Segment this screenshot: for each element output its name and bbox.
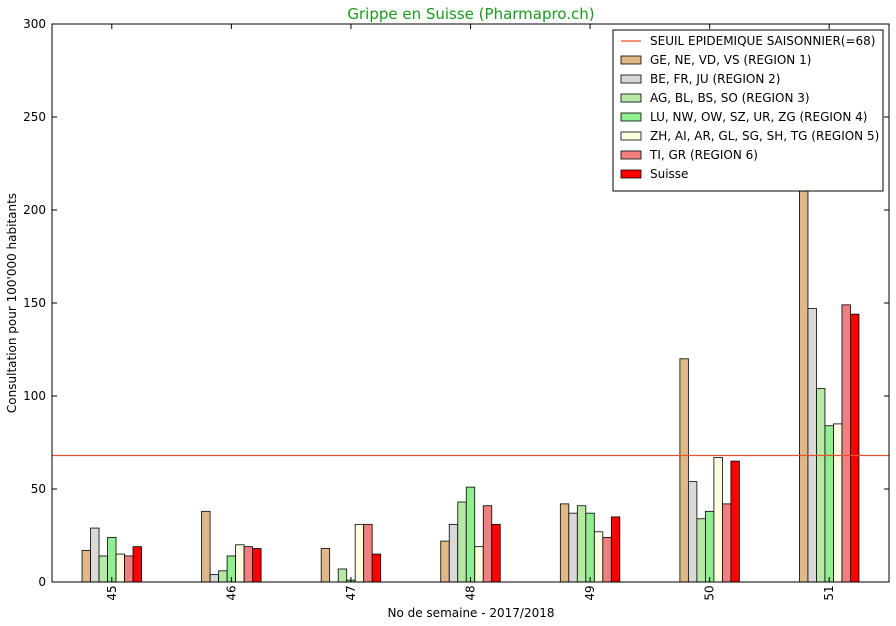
- legend-swatch-1: [620, 55, 642, 65]
- legend-swatch-4: [620, 112, 642, 122]
- bar-series-6-week-47: [363, 523, 373, 583]
- bar-series-7-week-46: [252, 548, 262, 583]
- x-tick-label: 45: [105, 585, 119, 600]
- bar-series-1-week-46: [201, 510, 211, 583]
- bar-series-6-week-48: [482, 505, 493, 583]
- legend-swatch-5: [620, 131, 642, 141]
- x-tick-label: 51: [822, 585, 836, 600]
- legend-label-4: LU, NW, OW, SZ, UR, ZG (REGION 4): [650, 110, 867, 124]
- y-tick-label: 300: [23, 17, 46, 31]
- bar-series-5-week-50: [713, 456, 723, 583]
- bar-series-5-week-45: [115, 553, 125, 583]
- bar-series-3-week-48: [457, 501, 467, 583]
- y-tick-label: 200: [23, 203, 46, 217]
- bar-series-2-week-48: [448, 523, 459, 583]
- bar-series-6-week-51: [841, 304, 851, 583]
- bar-series-3-week-46: [218, 570, 228, 583]
- legend-label-7: Suisse: [650, 167, 688, 181]
- bar-series-1-week-50: [679, 358, 689, 583]
- legend-swatch-7: [620, 169, 642, 179]
- bar-series-4-week-50: [704, 510, 715, 583]
- legend-label-1: GE, NE, VD, VS (REGION 1): [650, 53, 811, 67]
- bar-series-2-week-50: [687, 481, 698, 583]
- bar-series-5-week-48: [474, 546, 484, 583]
- legend-label-6: TI, GR (REGION 6): [649, 148, 758, 162]
- bar-series-3-week-47: [337, 568, 348, 583]
- chart-title: Grippe en Suisse (Pharmapro.ch): [347, 5, 594, 23]
- y-tick-label: 250: [23, 110, 46, 124]
- bar-series-5-week-51: [833, 423, 843, 583]
- bar-series-7-week-45: [132, 546, 142, 583]
- bar-series-1-week-51: [799, 179, 809, 583]
- y-tick-label: 0: [38, 575, 46, 589]
- bar-series-5-week-49: [593, 531, 604, 583]
- y-axis-label: Consultation pour 100'000 habitants: [5, 193, 19, 413]
- bar-series-2-week-45: [90, 527, 100, 583]
- x-tick-label: 46: [224, 585, 238, 600]
- bar-series-4-week-45: [107, 536, 117, 583]
- x-tick-label: 47: [344, 585, 358, 600]
- bar-series-5-week-46: [235, 544, 245, 583]
- legend-swatch-2: [620, 74, 642, 84]
- bar-series-2-week-46: [209, 574, 220, 583]
- bar-series-5-week-47: [354, 523, 365, 583]
- bar-series-6-week-46: [243, 546, 254, 583]
- y-tick-label: 150: [23, 296, 46, 310]
- x-axis-label: No de semaine - 2017/2018: [387, 606, 554, 620]
- bar-series-2-week-49: [568, 512, 578, 583]
- x-tick-label: 49: [583, 585, 597, 600]
- bar-series-3-week-50: [696, 518, 706, 583]
- y-tick-label: 50: [31, 482, 46, 496]
- bar-series-1-week-48: [440, 540, 450, 583]
- bar-series-7-week-51: [850, 313, 860, 583]
- legend: [612, 29, 884, 192]
- bar-series-4-week-51: [824, 425, 834, 583]
- y-tick-label: 100: [23, 389, 46, 403]
- bar-series-6-week-49: [602, 536, 612, 583]
- bar-series-7-week-50: [730, 460, 740, 583]
- bar-series-3-week-49: [576, 505, 587, 583]
- legend-label-5: ZH, AI, AR, GL, SG, SH, TG (REGION 5): [650, 129, 879, 143]
- bar-series-6-week-45: [124, 555, 134, 583]
- bar-series-1-week-49: [559, 503, 570, 583]
- legend-swatch-3: [620, 93, 642, 103]
- bar-series-6-week-50: [721, 503, 732, 583]
- legend-label-3: AG, BL, BS, SO (REGION 3): [650, 91, 810, 105]
- bar-series-7-week-47: [371, 553, 382, 583]
- bar-series-2-week-51: [807, 308, 817, 583]
- bar-series-7-week-48: [491, 523, 501, 583]
- x-tick-label: 48: [464, 585, 478, 600]
- bar-series-1-week-45: [81, 549, 91, 583]
- bar-series-3-week-45: [98, 555, 108, 583]
- x-tick-label: 50: [703, 585, 717, 600]
- legend-label-0: SEUIL EPIDEMIQUE SAISONNIER(=68): [650, 34, 875, 48]
- bar-series-3-week-51: [816, 388, 826, 583]
- bar-series-1-week-47: [320, 548, 331, 583]
- legend-label-2: BE, FR, JU (REGION 2): [650, 72, 780, 86]
- bar-series-4-week-49: [585, 512, 595, 583]
- bar-series-7-week-49: [610, 516, 621, 583]
- legend-swatch-6: [620, 150, 642, 160]
- bar-series-4-week-48: [465, 486, 476, 583]
